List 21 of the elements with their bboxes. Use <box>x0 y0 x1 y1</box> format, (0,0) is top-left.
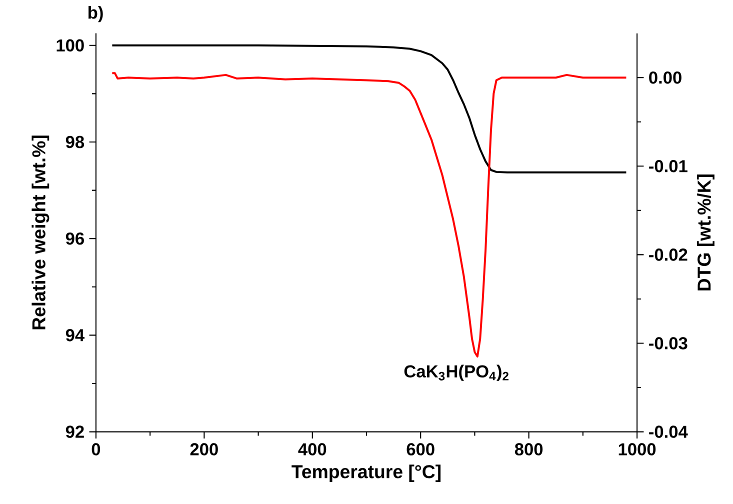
y2-tick-label: -0.02 <box>649 248 688 261</box>
x-tick-label: 0 <box>92 443 100 456</box>
y-tick-label: 92 <box>66 426 84 438</box>
y-tick-label: 96 <box>66 232 84 245</box>
y-tick-label: 98 <box>66 136 84 148</box>
x-tick-label: 1000 <box>618 443 656 456</box>
annotation: CaK$_{3}$H(PO$_{4}$)$_{2}$ <box>404 364 508 382</box>
x-axis-title: Temperature [°C] <box>292 464 441 482</box>
x-tick-label: 400 <box>298 443 326 456</box>
y-tick-label: 94 <box>66 329 84 342</box>
x-tick-label: 800 <box>514 443 543 456</box>
y2-tick-label: -0.03 <box>649 337 688 350</box>
x-tick-label: 200 <box>190 443 218 456</box>
y2-tick-label: -0.04 <box>649 426 688 438</box>
y-tick-label: 100 <box>56 39 84 52</box>
y-axis-title: Relative weight [wt.%] <box>32 136 50 330</box>
y2-tick-label: 0.00 <box>649 72 682 84</box>
y2-tick-label: -0.01 <box>649 160 688 172</box>
chart-title: b) <box>88 6 103 22</box>
x-tick-label: 600 <box>406 443 434 456</box>
y2-axis-title: DTG [wt.%/K] <box>697 174 714 290</box>
